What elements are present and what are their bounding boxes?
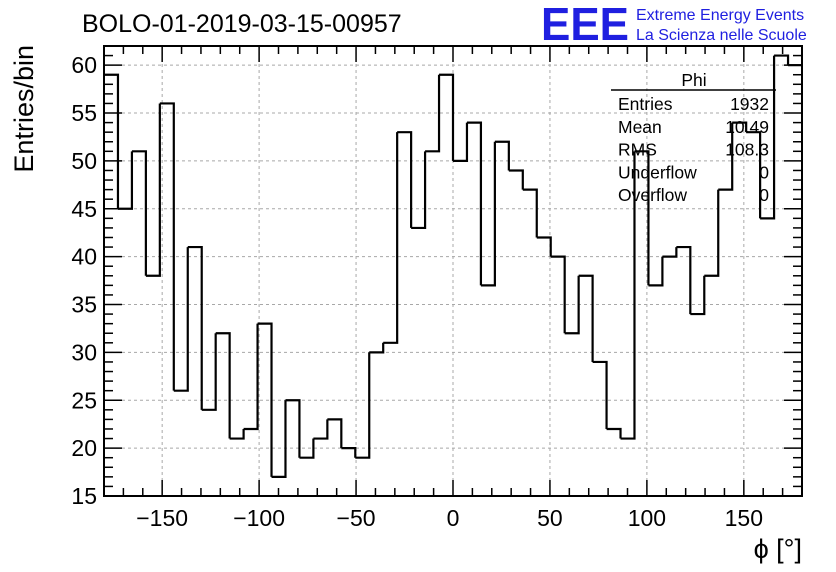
stats-row-label: RMS [618, 140, 657, 160]
histogram-bin [480, 141, 496, 287]
histogram-bin [453, 122, 469, 162]
y-tick-label: 40 [71, 244, 97, 270]
histogram-bin [355, 352, 371, 459]
histogram-bin [620, 151, 636, 440]
x-tick-label: 50 [537, 505, 563, 531]
histogram-bin [229, 428, 245, 440]
x-tick-label: −100 [233, 505, 285, 531]
x-tick-label: 150 [725, 505, 763, 531]
histogram-bin [578, 274, 594, 362]
histogram-bin [299, 438, 315, 459]
y-tick-label: 45 [71, 196, 97, 222]
histogram-bin [313, 419, 329, 440]
stats-row-value: 0 [759, 162, 769, 182]
stats-row-label: Mean [618, 117, 662, 137]
x-tick-label: −150 [136, 505, 188, 531]
y-tick-label: 25 [71, 387, 97, 413]
stats-rows: Entries 1932 Mean 10.49 RMS 108.3 Underflow 0 Ov… [618, 94, 769, 205]
eee-logo-mark: EEE [541, 0, 629, 50]
stats-row-value: 1932 [730, 94, 769, 114]
histogram-bin [662, 247, 678, 258]
histogram-bin [550, 255, 566, 334]
histogram-bin [271, 400, 287, 478]
histogram-bin [536, 236, 552, 257]
histogram-bin [746, 131, 762, 219]
histogram-bin [676, 245, 692, 315]
logo-text-line1: Extreme Energy Events [636, 7, 804, 24]
x-tick-label: −50 [337, 505, 376, 531]
histogram-bin [648, 256, 664, 287]
histogram-bin [369, 342, 385, 354]
histogram-bin [131, 150, 147, 276]
histogram-bin [564, 275, 580, 335]
stats-row-label: Overflow [618, 185, 687, 205]
y-tick-label: 20 [71, 435, 97, 461]
histogram-bin [466, 121, 483, 286]
y-tick-label: 30 [71, 339, 97, 365]
histogram-bin [383, 132, 399, 344]
histogram-bin [760, 55, 776, 220]
y-tick-label: 50 [71, 148, 97, 174]
histogram-bin [327, 418, 343, 449]
histogram-bin [201, 333, 217, 411]
histogram-bin [592, 360, 608, 429]
stats-row-value: 0 [759, 185, 769, 205]
tick-labels: −150 −100 −50 0 50 100 150 15 20 25 30 35 40 45 50 55 60 [71, 52, 763, 531]
y-tick-label: 60 [71, 52, 97, 78]
histogram-bin [411, 151, 427, 230]
y-axis-title: Entries/bin [9, 45, 39, 173]
histogram-bin [341, 447, 357, 458]
stats-row-value: 108.3 [725, 140, 769, 160]
histogram-bin [397, 131, 413, 228]
x-axis-title: ϕ [°] [754, 534, 802, 564]
stats-row-label: Entries [618, 94, 673, 114]
histogram-bin [634, 150, 650, 286]
chart-title: BOLO-01-2019-03-15-00957 [82, 10, 402, 38]
stats-row-value: 10.49 [725, 117, 769, 137]
histogram-bin [494, 140, 510, 171]
histogram-bin [606, 427, 622, 439]
histogram-bin [215, 332, 231, 439]
x-tick-label: 0 [447, 505, 460, 531]
y-tick-label: 55 [71, 100, 97, 126]
logo-text-line2: La Scienza nelle Scuole [636, 27, 807, 44]
histogram-bin [522, 188, 538, 238]
histogram-bin [690, 275, 706, 316]
eee-logo: EEE Extreme Energy Events La Scienza nel… [541, 0, 807, 50]
y-tick-label: 15 [71, 483, 97, 509]
histogram-bin [425, 74, 441, 153]
histogram-bin [187, 245, 203, 410]
y-tick-label: 35 [71, 292, 97, 318]
histogram-bin [243, 323, 259, 431]
histogram-bin [439, 73, 455, 161]
histogram-bin [159, 102, 175, 391]
stats-box-name: Phi [681, 70, 706, 90]
histogram-bin [257, 322, 273, 477]
x-tick-label: 100 [628, 505, 666, 531]
stats-row-label: Underflow [618, 162, 697, 182]
histogram-bin [718, 122, 734, 191]
histogram-bin [285, 399, 301, 458]
histogram-bin [704, 189, 720, 277]
histogram-bin [117, 151, 134, 210]
stats-box: Phi Entries 1932 Mean 10.49 RMS 108.3 Underflo… [611, 70, 776, 205]
plot-frame [103, 45, 803, 497]
histogram-bin [173, 247, 189, 392]
histogram-bin [145, 103, 161, 277]
histogram-bin [774, 54, 790, 66]
histogram-bin [508, 169, 524, 190]
histogram-bin [732, 121, 748, 133]
